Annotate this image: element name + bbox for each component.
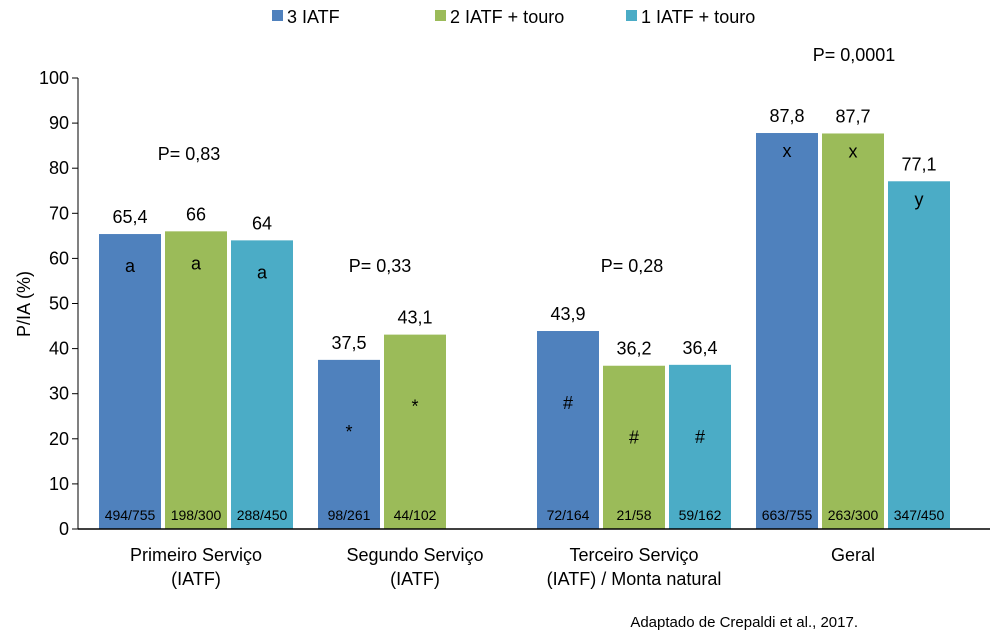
y-tick-label: 70 (49, 203, 69, 223)
legend-label: 3 IATF (287, 7, 340, 27)
bar (384, 334, 446, 529)
y-tick-label: 90 (49, 113, 69, 133)
legend: 3 IATF 2 IATF + touro 1 IATF + touro (272, 7, 755, 27)
bar (165, 231, 227, 529)
significance-letter: * (411, 397, 418, 417)
bar (318, 359, 380, 529)
significance-letter: # (695, 427, 705, 447)
significance-letter: * (345, 422, 352, 442)
source-note: Adaptado de Crepaldi et al., 2017. (630, 614, 858, 631)
legend-swatch (435, 10, 446, 21)
x-category-label: Primeiro Serviço (130, 545, 262, 565)
significance-letter: x (849, 141, 858, 161)
bar (888, 181, 950, 530)
y-tick-label: 40 (49, 339, 69, 359)
count-label: 494/755 (105, 507, 156, 523)
legend-swatch (626, 10, 637, 21)
significance-letter: a (191, 253, 202, 273)
bar (603, 365, 665, 529)
bar (99, 234, 161, 529)
significance-letter: a (125, 256, 136, 276)
y-tick-label: 100 (39, 68, 69, 88)
bars: 65,4 a 494/755 37,5 * 98/261 43,9 #72/164 87,8 x 6… (99, 106, 950, 530)
x-category-label: (IATF) (390, 569, 440, 589)
x-category-label: Terceiro Serviço (569, 545, 698, 565)
count-label: 98/261 (328, 507, 371, 523)
p-value-label: P= 0,83 (158, 144, 221, 164)
count-label: 59/162 (679, 507, 722, 523)
x-category-label: (IATF) / Monta natural (547, 569, 722, 589)
bar (231, 240, 293, 530)
count-label: 21/58 (616, 507, 651, 523)
x-axis: Primeiro Serviço (IATF) Segundo Serviço (IA… (78, 528, 990, 589)
bar-value-label: 36,4 (682, 338, 717, 358)
bar-value-label: 43,9 (550, 304, 585, 324)
p-value-label: P= 0,33 (349, 256, 412, 276)
bar (822, 133, 884, 529)
y-tick-label: 80 (49, 158, 69, 178)
legend-label: 1 IATF + touro (641, 7, 755, 27)
significance-letter: # (563, 393, 573, 413)
y-axis-label: P/IA (%) (14, 271, 34, 337)
legend-swatch (272, 10, 283, 21)
y-axis: 0 10 20 30 40 50 60 70 80 90 100 (39, 68, 79, 539)
bar-value-label: 65,4 (112, 207, 147, 227)
y-tick-label: 0 (59, 519, 69, 539)
significance-letter: # (629, 428, 639, 448)
y-tick-label: 60 (49, 248, 69, 268)
bar-value-label: 43,1 (397, 308, 432, 328)
significance-letter: a (257, 262, 268, 282)
bar-value-label: 37,5 (331, 333, 366, 353)
x-category-label: Geral (831, 545, 875, 565)
significance-letter: x (783, 141, 792, 161)
bar-value-label: 64 (252, 213, 272, 233)
x-category-label: Segundo Serviço (346, 545, 483, 565)
bar (756, 133, 818, 529)
x-category-label: (IATF) (171, 569, 221, 589)
bar (537, 331, 599, 529)
y-tick-label: 30 (49, 384, 69, 404)
bar-value-label: 36,2 (616, 339, 651, 359)
count-label: 72/164 (547, 507, 590, 523)
bar-value-label: 66 (186, 204, 206, 224)
count-label: 663/755 (762, 507, 813, 523)
count-label: 288/450 (237, 507, 288, 523)
bar (669, 364, 731, 529)
y-tick-label: 10 (49, 474, 69, 494)
y-tick-label: 20 (49, 429, 69, 449)
count-label: 198/300 (171, 507, 222, 523)
significance-letter: y (915, 189, 924, 209)
count-label: 347/450 (894, 507, 945, 523)
p-value-label: P= 0,0001 (813, 45, 896, 65)
bar-value-label: 87,8 (769, 106, 804, 126)
p-value-label: P= 0,28 (601, 256, 664, 276)
bar-value-label: 87,7 (835, 106, 870, 126)
count-label: 44/102 (394, 507, 437, 523)
legend-label: 2 IATF + touro (450, 7, 564, 27)
y-tick-label: 50 (49, 294, 69, 314)
bar-value-label: 77,1 (901, 154, 936, 174)
p-value-annotations: P= 0,83 P= 0,33 P= 0,28 P= 0,0001 (158, 45, 896, 276)
count-label: 263/300 (828, 507, 879, 523)
